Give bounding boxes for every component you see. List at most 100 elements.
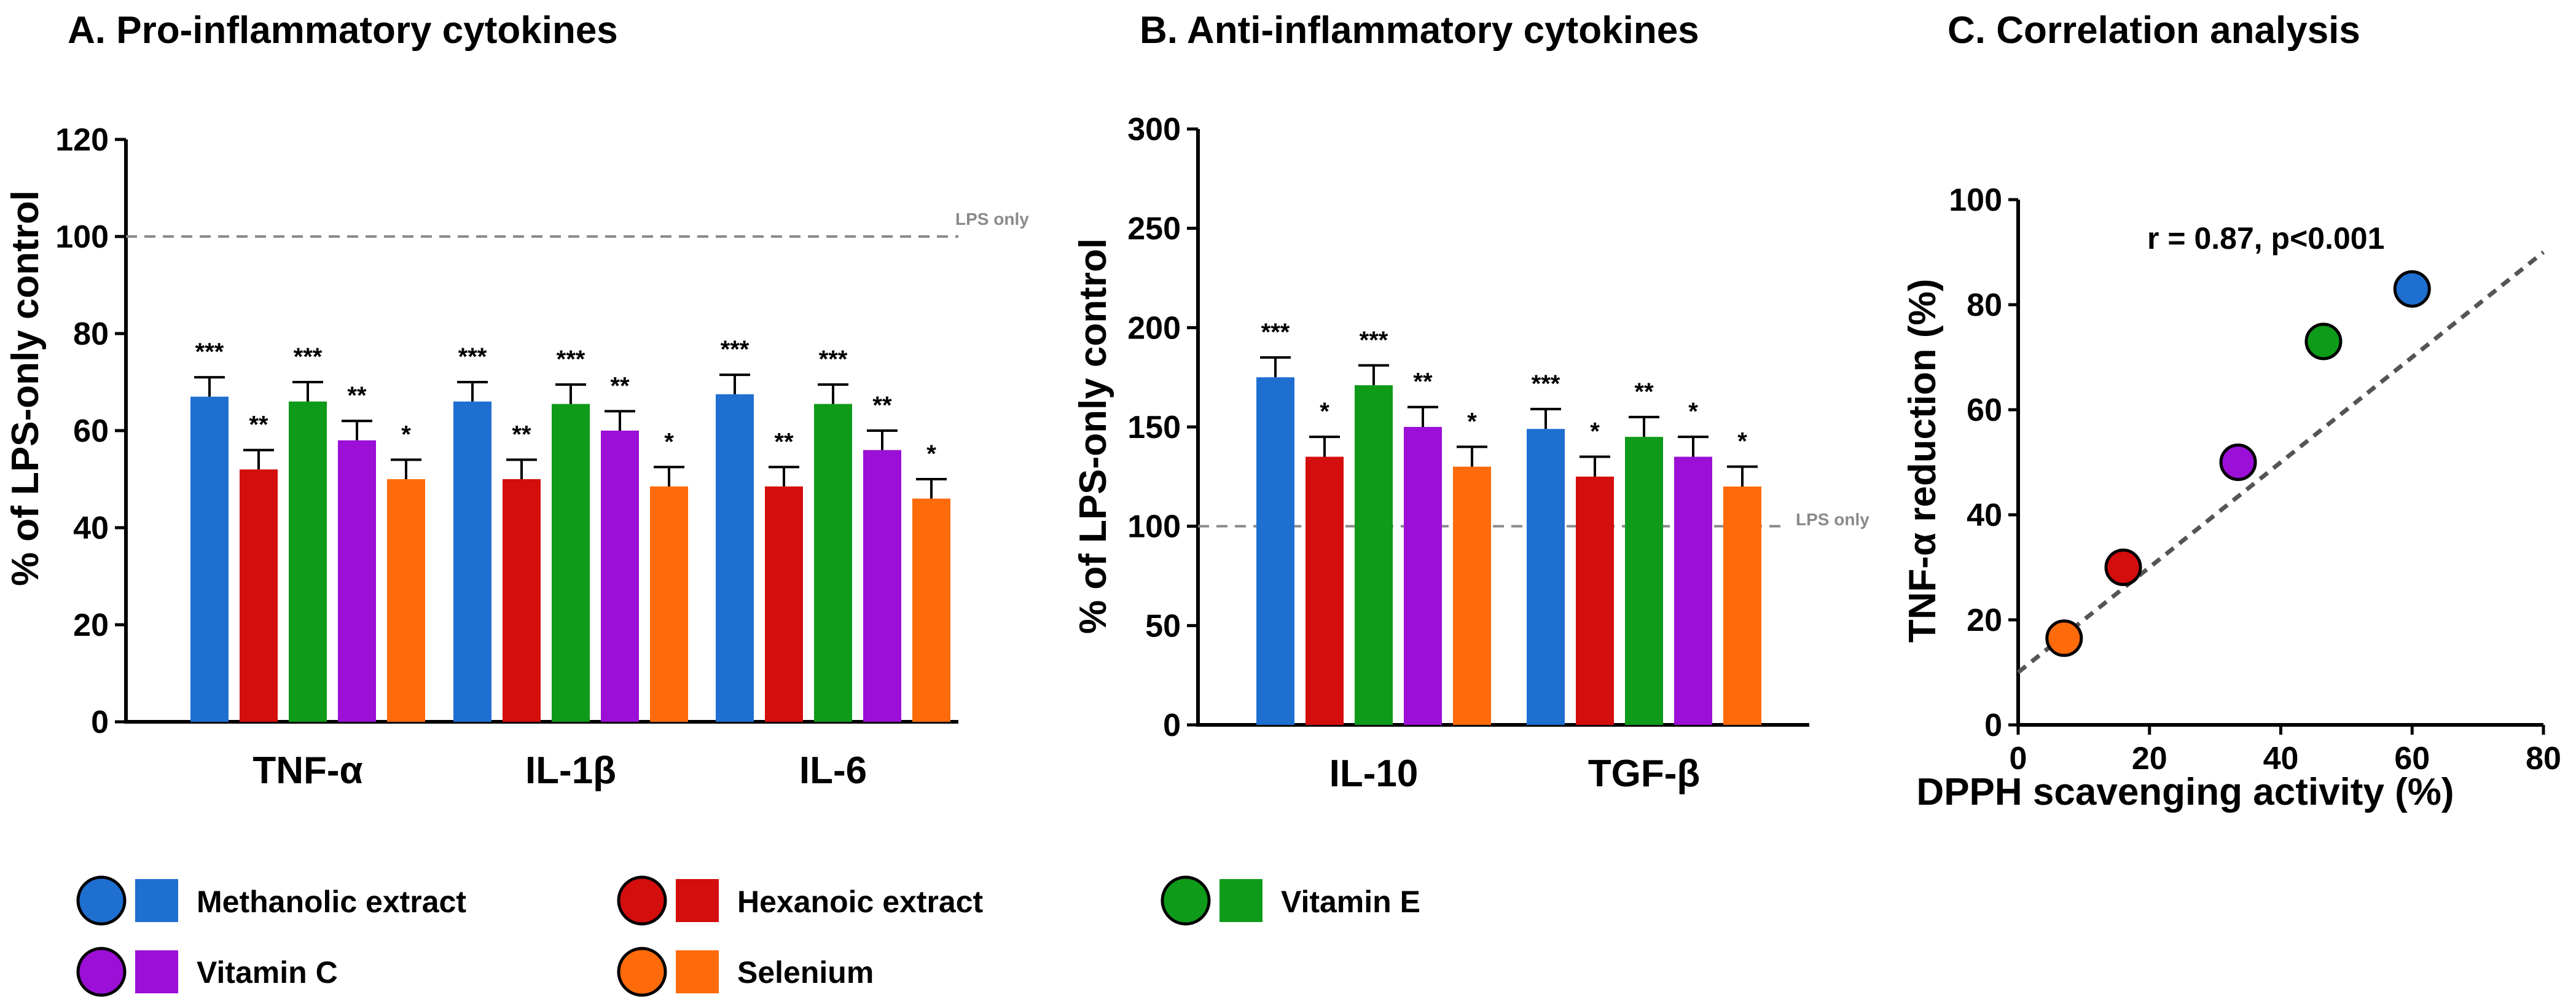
bar-methanolic-extract-il-1 xyxy=(453,401,491,722)
bar-vitamin-e-tnf xyxy=(289,401,327,722)
point-hexanoic-extract xyxy=(2104,549,2142,586)
significance-label: ** xyxy=(774,428,794,455)
x-tick-label: 20 xyxy=(2132,741,2167,776)
legend-circle-hexanoic-extract xyxy=(617,875,667,926)
y-tick-label: 0 xyxy=(91,705,109,740)
y-tick-label: 50 xyxy=(1145,608,1181,644)
point-vitamin-c xyxy=(2219,444,2257,481)
x-tick-label: 40 xyxy=(2263,741,2299,776)
bar-vitamin-c-tgf xyxy=(1674,456,1712,725)
legend-label-vitamin-c: Vitamin C xyxy=(197,955,338,990)
significance-label: ** xyxy=(512,421,531,448)
bar-vitamin-c-tnf xyxy=(338,440,376,722)
bar-selenium-tnf xyxy=(387,479,425,722)
significance-label: * xyxy=(1467,408,1477,435)
significance-label: * xyxy=(401,421,411,448)
bar-vitamin-e-il-10 xyxy=(1355,385,1393,725)
legend-circle-vitamin-c xyxy=(76,947,127,997)
panel-c-ylabel: TNF-α reduction (%) xyxy=(1901,279,1944,643)
panel-b-plot: 050100150200250300**********IL-10*******… xyxy=(1127,112,1809,795)
panel-c-plot: 0 20 40 60 80 100 0 20 40 60 80 xyxy=(1949,182,2561,776)
correlation-annotation: r = 0.87, p<0.001 xyxy=(2147,221,2384,256)
significance-label: *** xyxy=(1261,319,1290,346)
y-tick-label: 200 xyxy=(1127,310,1181,346)
legend-label-vitamin-e: Vitamin E xyxy=(1281,885,1420,919)
significance-label: *** xyxy=(195,338,224,366)
bar-vitamin-e-il-6 xyxy=(814,404,852,722)
significance-label: * xyxy=(1737,428,1747,455)
bar-hexanoic-extract-il-6 xyxy=(765,486,803,722)
panel-b-title: B. Anti-inflammatory cytokines xyxy=(1140,9,1699,52)
y-tick-label: 80 xyxy=(73,316,109,352)
y-tick-label: 300 xyxy=(1127,112,1181,147)
bar-vitamin-c-il-10 xyxy=(1404,427,1442,725)
legend-circle-selenium xyxy=(617,947,667,997)
bar-hexanoic-extract-tnf xyxy=(240,469,278,722)
panel-a-ref-label: LPS only xyxy=(955,209,1029,229)
legend-square-vitamin-e xyxy=(1219,879,1263,922)
legend: Methanolic extract Hexanoic extract Vita… xyxy=(76,875,1420,997)
significance-label: ** xyxy=(1413,369,1433,396)
category-label-il-1: IL-1β xyxy=(525,749,616,792)
bar-hexanoic-extract-tgf xyxy=(1576,476,1614,725)
x-tick-label: 80 xyxy=(2526,741,2561,776)
significance-label: * xyxy=(1688,398,1698,425)
legend-square-methanolic-extract xyxy=(135,879,178,922)
significance-label: * xyxy=(664,428,674,455)
category-label-tnf: TNF-α xyxy=(253,749,362,792)
significance-label: *** xyxy=(721,336,750,363)
significance-label: *** xyxy=(1360,327,1388,354)
bar-methanolic-extract-il-6 xyxy=(716,394,754,722)
significance-label: ** xyxy=(610,372,630,399)
bar-hexanoic-extract-il-10 xyxy=(1306,456,1344,725)
bar-methanolic-extract-tnf xyxy=(190,396,229,722)
panel-a-ylabel: % of LPS-only control xyxy=(4,190,47,586)
trend-line xyxy=(2016,250,2545,675)
bar-selenium-il-10 xyxy=(1453,466,1491,725)
point-selenium xyxy=(2045,619,2083,657)
y-tick-label: 120 xyxy=(55,122,109,158)
y-tick-label: 100 xyxy=(1949,182,2002,218)
category-label-il-10: IL-10 xyxy=(1329,753,1419,795)
legend-square-hexanoic-extract xyxy=(676,879,719,922)
legend-label-methanolic: Methanolic extract xyxy=(197,885,466,919)
y-tick-label: 100 xyxy=(55,219,109,255)
significance-label: *** xyxy=(458,343,487,370)
significance-label: ** xyxy=(872,392,892,419)
y-tick-label: 40 xyxy=(73,510,109,546)
y-tick-label: 80 xyxy=(1967,287,2002,323)
significance-label: *** xyxy=(1532,370,1560,397)
legend-label-hexanoic: Hexanoic extract xyxy=(737,885,984,919)
y-tick-label: 0 xyxy=(1163,708,1181,743)
y-tick-label: 100 xyxy=(1127,509,1181,545)
y-tick-label: 250 xyxy=(1127,211,1181,247)
significance-label: ** xyxy=(347,382,367,409)
significance-label: ** xyxy=(249,412,268,439)
panel-b-ylabel: % of LPS-only control xyxy=(1072,238,1114,634)
y-tick-label: 40 xyxy=(1967,498,2002,533)
point-methanolic-extract xyxy=(2393,270,2431,308)
significance-label: *** xyxy=(294,343,323,370)
legend-square-selenium xyxy=(676,950,719,993)
bar-vitamin-e-il-1 xyxy=(552,404,590,722)
bar-selenium-tgf xyxy=(1723,487,1761,725)
significance-label: ** xyxy=(1634,378,1654,405)
legend-square-vitamin-c xyxy=(135,950,178,993)
y-tick-label: 20 xyxy=(1967,603,2002,638)
bar-methanolic-extract-tgf xyxy=(1527,429,1565,725)
x-tick-label: 0 xyxy=(2010,741,2027,776)
category-label-tgf: TGF-β xyxy=(1588,753,1700,795)
bar-selenium-il-6 xyxy=(912,498,950,722)
panel-c-title: C. Correlation analysis xyxy=(1948,9,2360,52)
y-tick-label: 20 xyxy=(73,608,109,643)
significance-label: * xyxy=(926,440,936,467)
panel-c-xlabel: DPPH scavenging activity (%) xyxy=(1916,771,2454,813)
y-tick-label: 0 xyxy=(1984,708,2002,743)
legend-circle-methanolic-extract xyxy=(76,875,127,926)
panel-a-title: A. Pro-inflammatory cytokines xyxy=(68,9,618,52)
bar-selenium-il-1 xyxy=(650,486,688,722)
panel-b-ref-label: LPS only xyxy=(1796,510,1869,529)
significance-label: *** xyxy=(557,346,585,373)
significance-label: * xyxy=(1320,398,1329,425)
